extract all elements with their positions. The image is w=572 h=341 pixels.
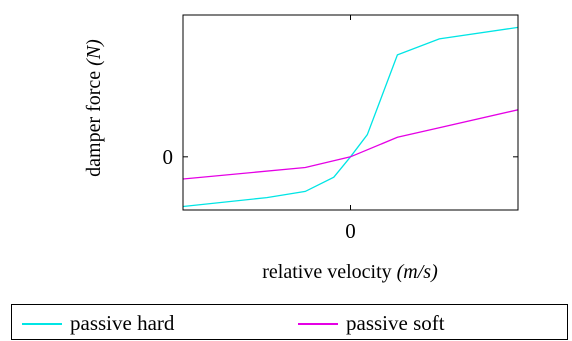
y-axis-label: damper force (N) [83, 39, 105, 177]
legend: passive hard passive soft [11, 304, 568, 340]
legend-label-passive-soft: passive soft [346, 311, 445, 335]
legend-swatch-passive-hard [22, 322, 62, 325]
series-line-passive-hard [183, 26, 518, 208]
x-axis-label: relative velocity (m/s) [262, 261, 438, 283]
y-tick-label: 0 [163, 145, 174, 169]
y-axis-label-text: damper force [83, 71, 105, 177]
legend-label-passive-hard: passive hard [70, 311, 175, 335]
x-tick-label: 0 [345, 219, 356, 243]
x-axis-label-text: relative velocity [262, 261, 391, 283]
y-axis-label-unit: (N) [83, 39, 105, 66]
legend-swatch-passive-soft [298, 322, 338, 325]
x-axis-label-unit: (m/s) [397, 261, 438, 283]
legend-entry-passive-soft: passive soft [298, 311, 445, 336]
plot-frame [182, 14, 519, 211]
legend-entry-passive-hard: passive hard [22, 311, 174, 336]
series-line-passive-soft [183, 109, 518, 180]
chart: 0 0 damper force (N) relative velocity (m… [83, 14, 519, 283]
